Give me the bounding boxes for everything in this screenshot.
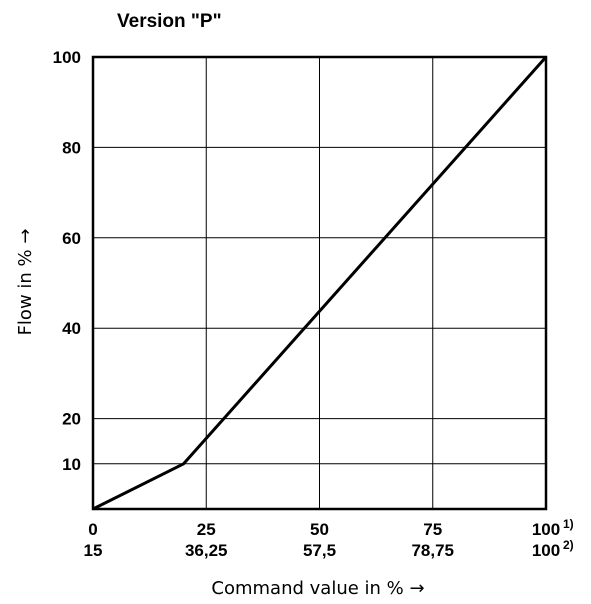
y-tick-labels: 10 20 40 60 80 100: [53, 48, 81, 474]
x-tick-secondary-label-1: 36,25: [185, 541, 228, 560]
y-tick-label-4: 80: [62, 138, 81, 157]
x-tick-footnote-1: 1): [563, 517, 574, 531]
x-tick-label-0: 0: [88, 520, 97, 539]
x-tick-secondary-label-3: 78,75: [411, 541, 454, 560]
y-tick-label-1: 20: [62, 410, 81, 429]
x-tick-footnote-2: 2): [563, 538, 574, 552]
y-tick-label-3: 60: [62, 229, 81, 248]
y-tick-label-2: 40: [62, 319, 81, 338]
x-tick-secondary-label-0: 15: [84, 541, 103, 560]
x-tick-secondary-label-2: 57,5: [303, 541, 336, 560]
x-tick-secondary-label-4: 100: [532, 541, 560, 560]
grid: [93, 57, 546, 509]
plot-frame: [91, 55, 548, 511]
x-tick-label-2: 50: [310, 520, 329, 539]
x-tick-label-3: 75: [423, 520, 442, 539]
series-line-0: [92, 56, 548, 511]
chart-title: Version "P": [117, 11, 222, 32]
series-group: [92, 56, 548, 511]
x-axis-label: Command value in % →: [211, 578, 424, 599]
y-tick-label-0: 10: [62, 455, 81, 474]
x-tick-label-1: 25: [197, 520, 216, 539]
y-tick-label-5: 100: [53, 48, 81, 67]
x-tick-label-4: 100: [532, 520, 560, 539]
y-axis-label: Flow in % →: [15, 229, 36, 336]
